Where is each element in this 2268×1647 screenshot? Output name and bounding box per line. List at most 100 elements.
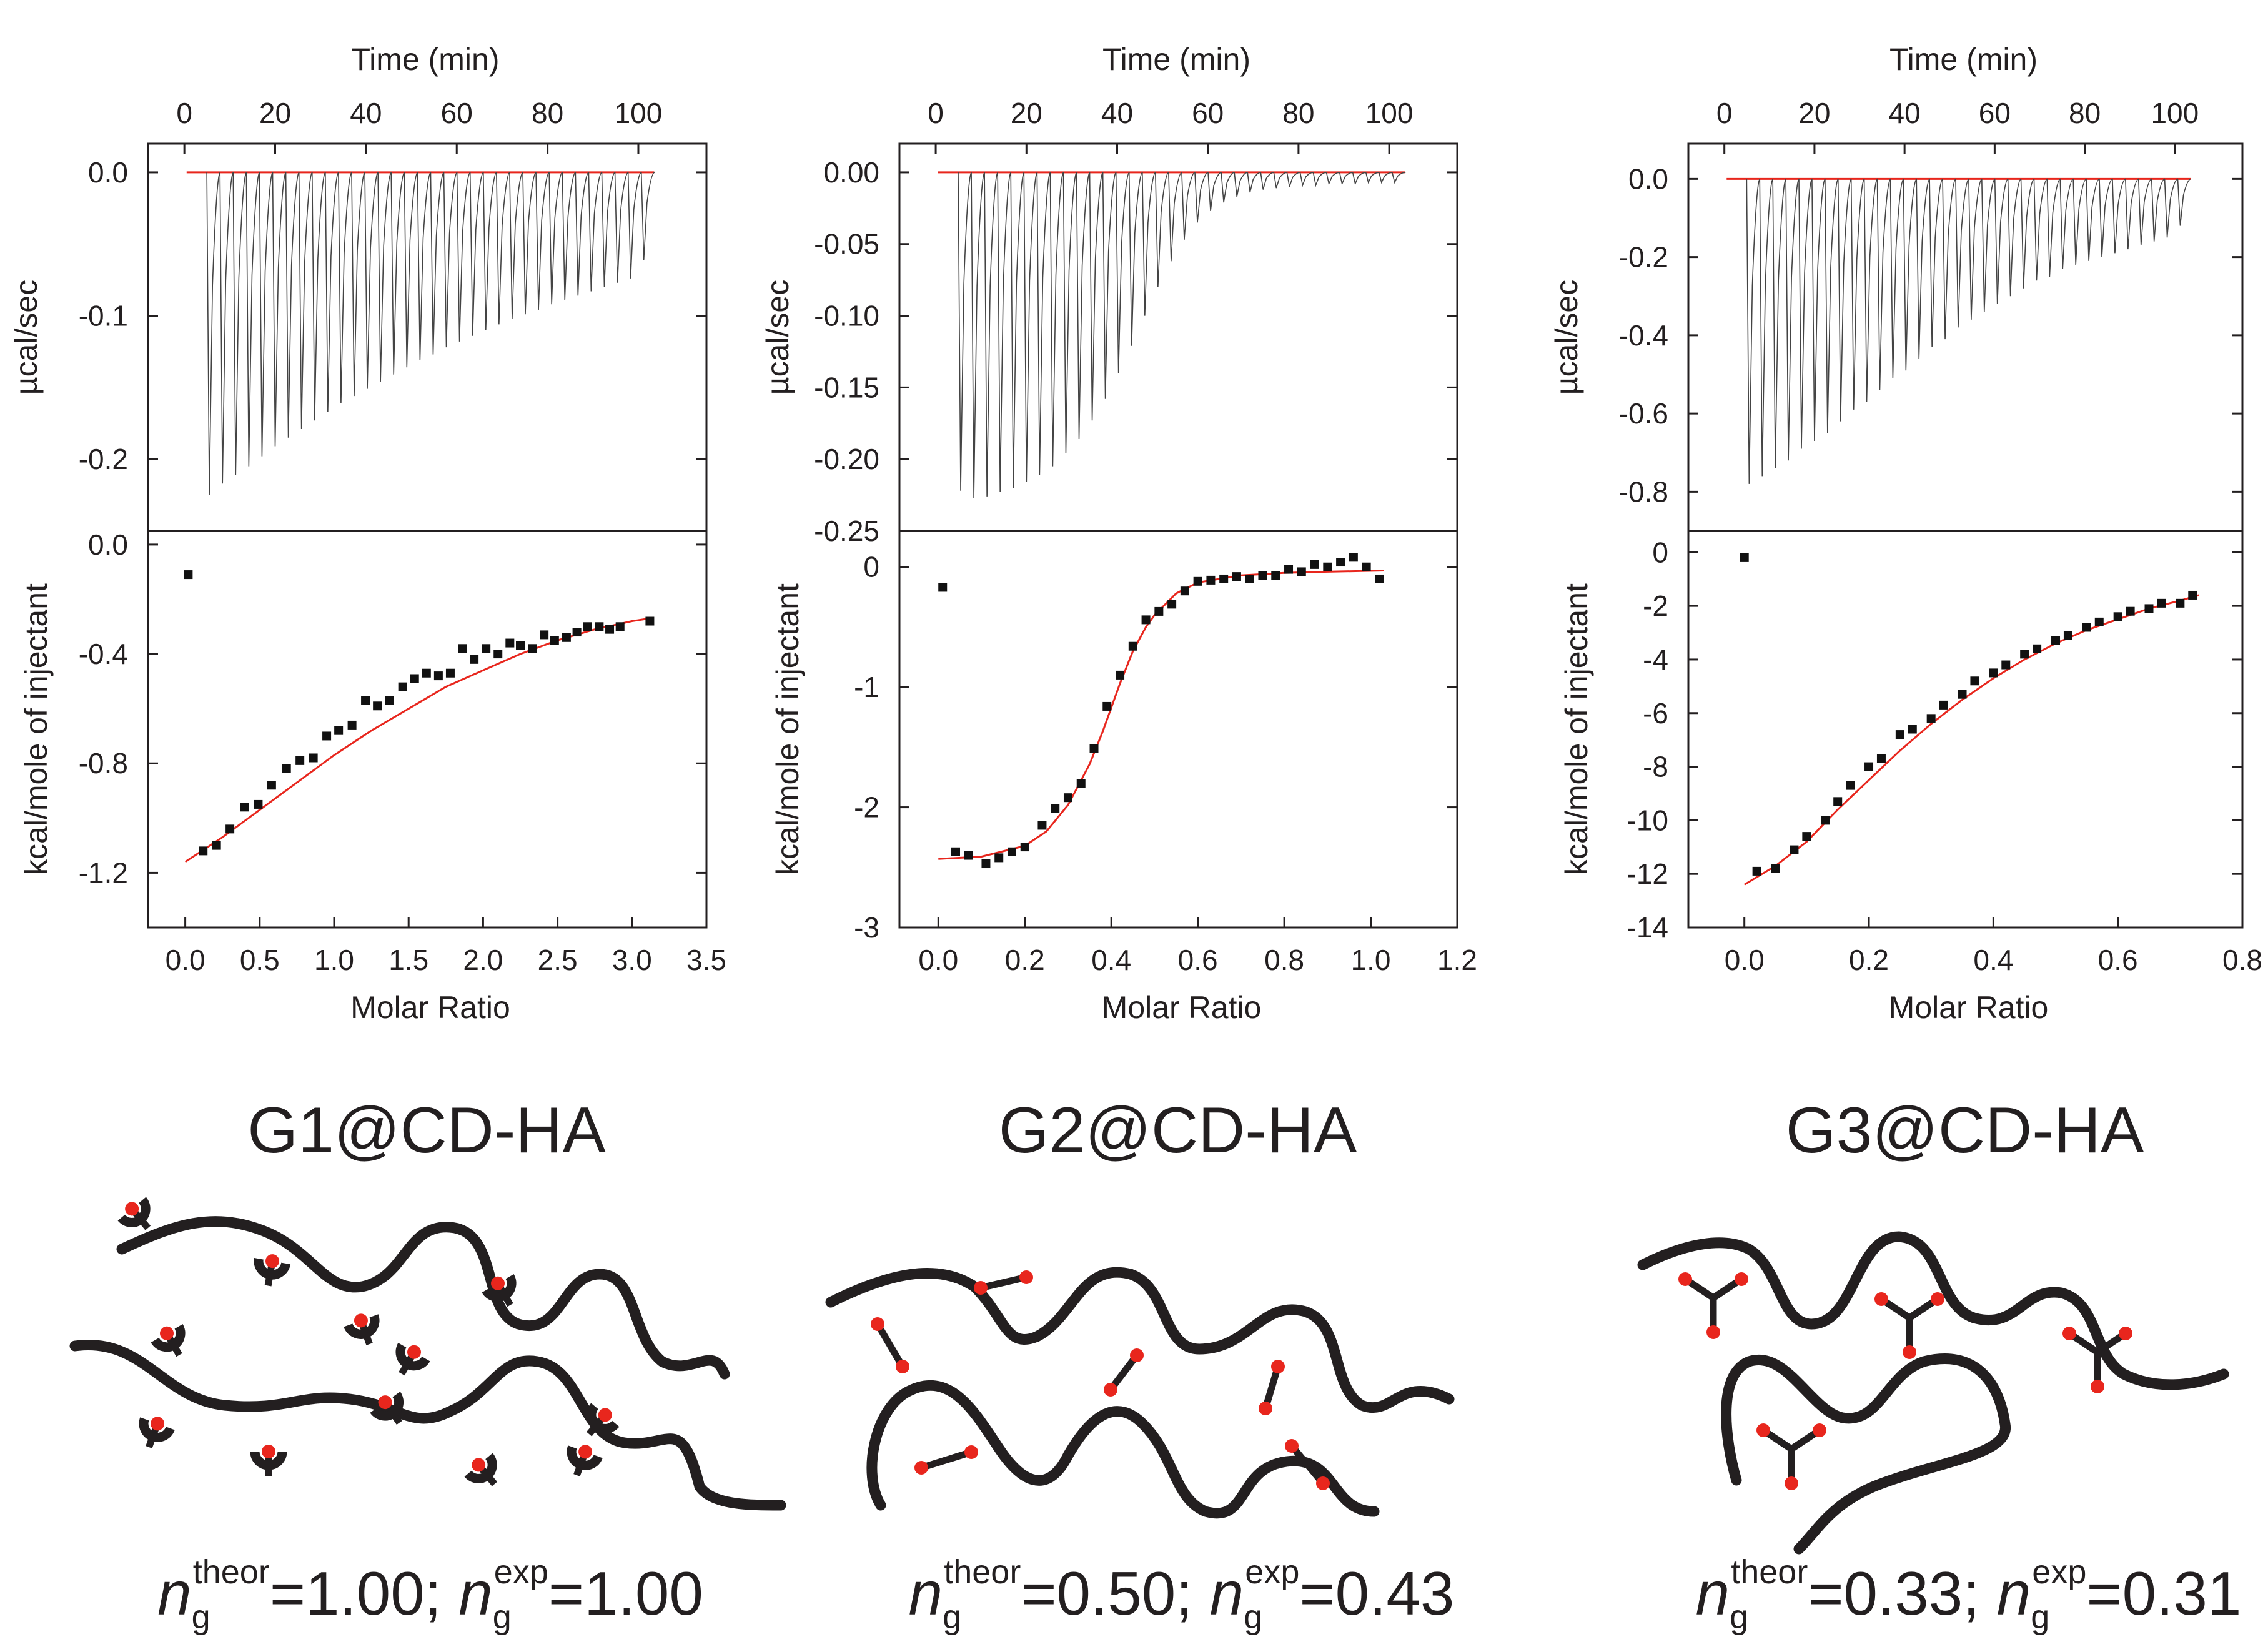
bottom-panel-2: 0.0 0.2 0.4 0.6 0.8 1.0 1.2 Molar Ratio 0 -1 -2 -3 k… (770, 530, 1477, 1025)
data-point (1037, 821, 1047, 830)
data-point (1051, 804, 1060, 813)
guest-dot (1756, 1423, 1770, 1437)
data-point (1310, 560, 1319, 569)
guest-dot (151, 1417, 165, 1431)
data-point (1336, 558, 1345, 567)
data-point (1958, 690, 1967, 699)
g3-network-diagram (1637, 1231, 2229, 1555)
data-point (1102, 701, 1112, 711)
theor-value: =1.00; (270, 1559, 458, 1628)
y-axis-label: µcal/sec (1549, 280, 1584, 395)
guest-dot (1903, 1345, 1916, 1359)
guest-dot (407, 1345, 421, 1359)
data-point (373, 701, 382, 711)
data-point (445, 668, 455, 678)
ng-label: ngtheor=0.50; ngexp=0.43 (909, 1553, 1455, 1636)
x-tick-label: 2.5 (538, 944, 578, 976)
x-tick-label: 0 (1716, 97, 1733, 129)
data-point (470, 655, 479, 664)
data-point (1989, 668, 1998, 678)
data-point (2188, 590, 2197, 600)
x-tick-label: 0 (928, 97, 944, 129)
data-point (615, 622, 625, 631)
n-symbol: n (1696, 1559, 1730, 1628)
guest-dot (1931, 1292, 1944, 1306)
x-tick-label: 1.0 (314, 944, 354, 976)
data-point (645, 616, 655, 626)
data-point (493, 650, 503, 659)
x-axis-label: Time (min) (351, 42, 499, 77)
y-tick-label: -8 (1643, 751, 1668, 783)
data-point (981, 859, 991, 869)
y-tick-label: -0.25 (814, 515, 879, 547)
y-axis-label: kcal/mole of injectant (1559, 583, 1594, 875)
top-panel-1: 0 20 40 60 80 100 Time (min) 0.0 -0.1 -0.2 µcal/se… (9, 42, 708, 532)
y-tick-label: -0.8 (79, 747, 128, 779)
data-point (595, 622, 604, 631)
cd-host (586, 1403, 620, 1437)
data-point (2113, 612, 2122, 621)
bottom-panel-frame (1687, 530, 2244, 929)
x-tick-label: 80 (1282, 97, 1314, 129)
superscript-exp: exp (494, 1553, 548, 1591)
bottom-panel-1: 0.0 0.5 1.0 1.5 2.0 2.5 3.0 3.5 Molar Ratio 0.0 -0… (19, 528, 726, 1025)
guest-dot (1271, 1360, 1285, 1373)
x-tick-label: 20 (1798, 97, 1830, 129)
data-point (1258, 571, 1267, 580)
cd-host (464, 1453, 498, 1486)
n-symbol: n (458, 1559, 493, 1628)
data-point (2020, 650, 2029, 659)
theor-value: =0.33; (1808, 1559, 1996, 1628)
data-point (2094, 617, 2104, 626)
data-point (309, 753, 318, 763)
y-tick-label: -0.20 (814, 443, 879, 475)
data-point (295, 756, 305, 765)
y-tick-label: -2 (1643, 590, 1668, 622)
data-point (528, 644, 537, 653)
data-point (1833, 797, 1843, 806)
data-point (1271, 571, 1280, 580)
x-tick-label: 60 (1192, 97, 1224, 129)
ng-label: ngtheor=1.00; ngexp=1.00 (157, 1553, 703, 1636)
x-tick-label: 20 (259, 97, 291, 129)
data-point (1970, 676, 1979, 686)
data-point (1167, 600, 1177, 609)
guest-dot (914, 1461, 928, 1475)
y-tick-label: -0.8 (1619, 475, 1668, 508)
exp-value: =1.00 (548, 1559, 703, 1628)
cd-host (567, 1445, 603, 1476)
guest-dot (160, 1326, 174, 1340)
data-point (1864, 762, 1874, 771)
cd-host (344, 1313, 380, 1345)
y-tick-label: -12 (1627, 858, 1668, 890)
guest-dot (1813, 1423, 1826, 1437)
y-tick-label: -0.10 (814, 300, 879, 332)
data-point (1926, 714, 1936, 723)
guest-linker (1262, 1365, 1282, 1410)
x-tick-label: 0.0 (1725, 944, 1765, 976)
y-tick-label: 0.00 (823, 156, 879, 189)
guest-dot (2091, 1380, 2104, 1393)
y-tick-label: -0.1 (79, 300, 128, 332)
guest-dot (1706, 1325, 1720, 1339)
top-panel-frame (898, 142, 1458, 532)
y-tick-label: -0.15 (814, 371, 879, 403)
data-point (347, 720, 357, 730)
x-tick-label: 100 (2151, 97, 2199, 129)
data-point (1245, 574, 1254, 583)
bottom-panel-frame (898, 530, 1458, 929)
guest-dot (964, 1445, 978, 1459)
bottom-panel-3: 0.0 0.2 0.4 0.6 0.8 Molar Ratio 0 -2 -4 -6 -8 -10 -1… (1559, 530, 2262, 1025)
guest-dot (262, 1445, 275, 1458)
x-tick-label: 0.8 (2222, 944, 2262, 976)
top-panel-3: 0 20 40 60 80 100 Time (min) 0.0 -0.2 -0.4 -0.6 -0.… (1549, 42, 2244, 532)
superscript-theor: theor (193, 1553, 270, 1591)
guest-dot (1259, 1402, 1272, 1415)
data-point (361, 696, 370, 705)
data-point (605, 625, 615, 634)
theor-value: =0.50; (1021, 1559, 1209, 1628)
y-tick-label: -1 (854, 671, 879, 703)
sample-title: G1@CD-HA (247, 1094, 606, 1167)
raw-thermogram (206, 172, 655, 495)
